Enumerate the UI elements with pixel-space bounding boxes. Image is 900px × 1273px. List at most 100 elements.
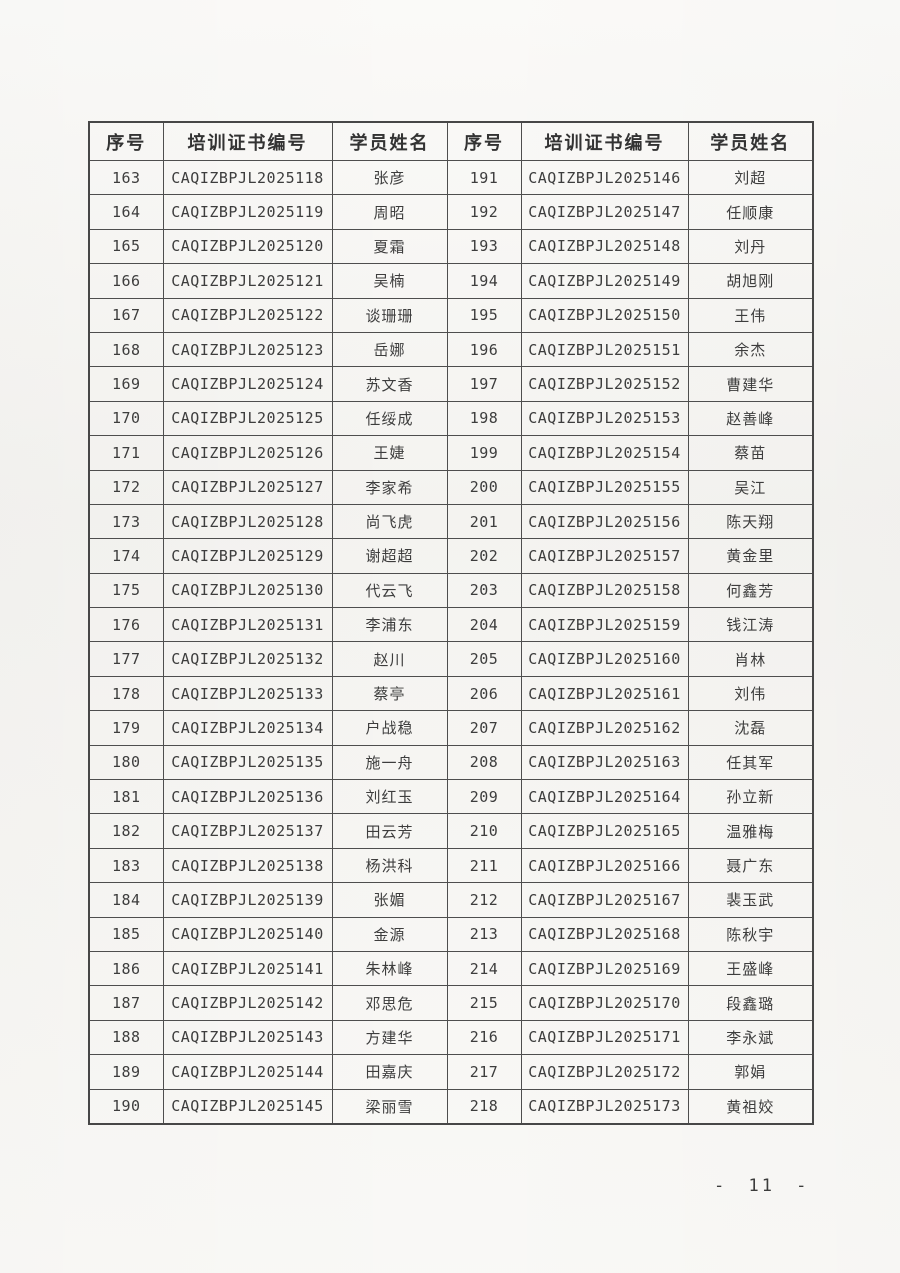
certificate-cell: CAQIZBPJL2025129 [162, 538, 333, 574]
name-cell: 刘红玉 [331, 779, 448, 815]
name-cell: 吴楠 [331, 263, 448, 299]
name-cell: 李浦东 [331, 607, 448, 643]
serial-cell: 187 [88, 985, 164, 1021]
serial-cell: 201 [446, 503, 522, 540]
name-cell: 任其军 [687, 744, 814, 781]
name-cell: 施一舟 [331, 744, 448, 781]
certificate-cell: CAQIZBPJL2025165 [520, 813, 689, 849]
certificate-cell: CAQIZBPJL2025134 [162, 710, 333, 746]
table-row: 172 CAQIZBPJL2025127 李家希 200 CAQIZBPJL202515… [88, 469, 814, 505]
certificate-cell: CAQIZBPJL2025124 [162, 366, 333, 402]
certificate-cell: CAQIZBPJL2025147 [520, 194, 689, 230]
certificate-cell: CAQIZBPJL2025135 [162, 744, 333, 781]
name-cell: 胡旭刚 [687, 263, 814, 299]
certificate-cell: CAQIZBPJL2025132 [162, 641, 333, 677]
name-cell: 聂广东 [687, 847, 814, 884]
certificate-cell: CAQIZBPJL2025158 [520, 572, 689, 609]
name-cell: 段鑫璐 [687, 985, 814, 1021]
certificate-cell: CAQIZBPJL2025127 [162, 469, 333, 505]
certificate-cell: CAQIZBPJL2025121 [162, 263, 333, 299]
name-cell: 陈天翔 [687, 503, 814, 540]
serial-cell: 194 [446, 263, 522, 299]
header-serial-right: 序号 [446, 121, 522, 161]
name-cell: 谢超超 [331, 538, 448, 574]
certificate-cell: CAQIZBPJL2025160 [520, 641, 689, 677]
table-row: 188 CAQIZBPJL2025143 方建华 216 CAQIZBPJL202517… [88, 1019, 814, 1056]
table-row: 165 CAQIZBPJL2025120 夏霜 193 CAQIZBPJL2025148… [88, 228, 814, 265]
name-cell: 赵善峰 [687, 400, 814, 437]
certificate-cell: CAQIZBPJL2025173 [520, 1088, 689, 1125]
table-row: 166 CAQIZBPJL2025121 吴楠 194 CAQIZBPJL2025149… [88, 263, 814, 299]
certificate-cell: CAQIZBPJL2025136 [162, 779, 333, 815]
table-row: 183 CAQIZBPJL2025138 杨洪科 211 CAQIZBPJL202516… [88, 847, 814, 884]
table-row: 181 CAQIZBPJL2025136 刘红玉 209 CAQIZBPJL202516… [88, 779, 814, 815]
name-cell: 任顺康 [687, 194, 814, 230]
certificate-cell: CAQIZBPJL2025123 [162, 331, 333, 368]
serial-cell: 191 [446, 159, 522, 196]
name-cell: 谈珊珊 [331, 297, 448, 333]
name-cell: 王盛峰 [687, 950, 814, 987]
name-cell: 沈磊 [687, 710, 814, 746]
name-cell: 任绥成 [331, 400, 448, 437]
table-row: 170 CAQIZBPJL2025125 任绥成 198 CAQIZBPJL202515… [88, 400, 814, 437]
table-row: 182 CAQIZBPJL2025137 田云芳 210 CAQIZBPJL202516… [88, 813, 814, 849]
name-cell: 梁丽雪 [331, 1088, 448, 1125]
certificate-cell: CAQIZBPJL2025171 [520, 1019, 689, 1056]
certificate-cell: CAQIZBPJL2025155 [520, 469, 689, 505]
name-cell: 孙立新 [687, 779, 814, 815]
certificate-cell: CAQIZBPJL2025141 [162, 950, 333, 987]
name-cell: 王伟 [687, 297, 814, 333]
serial-cell: 165 [88, 228, 164, 265]
serial-cell: 210 [446, 813, 522, 849]
serial-cell: 214 [446, 950, 522, 987]
table-row: 174 CAQIZBPJL2025129 谢超超 202 CAQIZBPJL202515… [88, 538, 814, 574]
name-cell: 黄祖姣 [687, 1088, 814, 1125]
certificate-cell: CAQIZBPJL2025145 [162, 1088, 333, 1125]
serial-cell: 189 [88, 1054, 164, 1090]
table-row: 168 CAQIZBPJL2025123 岳娜 196 CAQIZBPJL2025151… [88, 331, 814, 368]
name-cell: 田嘉庆 [331, 1054, 448, 1090]
certificate-cell: CAQIZBPJL2025161 [520, 675, 689, 712]
certificate-cell: CAQIZBPJL2025156 [520, 503, 689, 540]
certificate-cell: CAQIZBPJL2025142 [162, 985, 333, 1021]
serial-cell: 168 [88, 331, 164, 368]
certificate-cell: CAQIZBPJL2025118 [162, 159, 333, 196]
certificate-cell: CAQIZBPJL2025162 [520, 710, 689, 746]
name-cell: 蔡亭 [331, 675, 448, 712]
name-cell: 户战稳 [331, 710, 448, 746]
certificate-cell: CAQIZBPJL2025119 [162, 194, 333, 230]
certificate-cell: CAQIZBPJL2025149 [520, 263, 689, 299]
table-row: 184 CAQIZBPJL2025139 张媚 212 CAQIZBPJL2025167… [88, 882, 814, 918]
name-cell: 肖林 [687, 641, 814, 677]
name-cell: 郭娟 [687, 1054, 814, 1090]
serial-cell: 174 [88, 538, 164, 574]
certificate-cell: CAQIZBPJL2025166 [520, 847, 689, 884]
name-cell: 岳娜 [331, 331, 448, 368]
serial-cell: 182 [88, 813, 164, 849]
name-cell: 田云芳 [331, 813, 448, 849]
certificate-cell: CAQIZBPJL2025150 [520, 297, 689, 333]
certificate-cell: CAQIZBPJL2025146 [520, 159, 689, 196]
certificate-cell: CAQIZBPJL2025172 [520, 1054, 689, 1090]
serial-cell: 188 [88, 1019, 164, 1056]
serial-cell: 215 [446, 985, 522, 1021]
serial-cell: 216 [446, 1019, 522, 1056]
serial-cell: 175 [88, 572, 164, 609]
serial-cell: 209 [446, 779, 522, 815]
header-certificate-left: 培训证书编号 [162, 121, 333, 161]
serial-cell: 207 [446, 710, 522, 746]
serial-cell: 208 [446, 744, 522, 781]
serial-cell: 186 [88, 950, 164, 987]
page-number: - 11 - [714, 1176, 810, 1196]
serial-cell: 213 [446, 916, 522, 952]
name-cell: 吴江 [687, 469, 814, 505]
serial-cell: 190 [88, 1088, 164, 1125]
table-row: 169 CAQIZBPJL2025124 苏文香 197 CAQIZBPJL202515… [88, 366, 814, 402]
serial-cell: 198 [446, 400, 522, 437]
name-cell: 张彦 [331, 159, 448, 196]
name-cell: 王婕 [331, 435, 448, 471]
table-row: 178 CAQIZBPJL2025133 蔡亭 206 CAQIZBPJL2025161… [88, 675, 814, 712]
table-row: 185 CAQIZBPJL2025140 金源 213 CAQIZBPJL2025168… [88, 916, 814, 952]
serial-cell: 178 [88, 675, 164, 712]
